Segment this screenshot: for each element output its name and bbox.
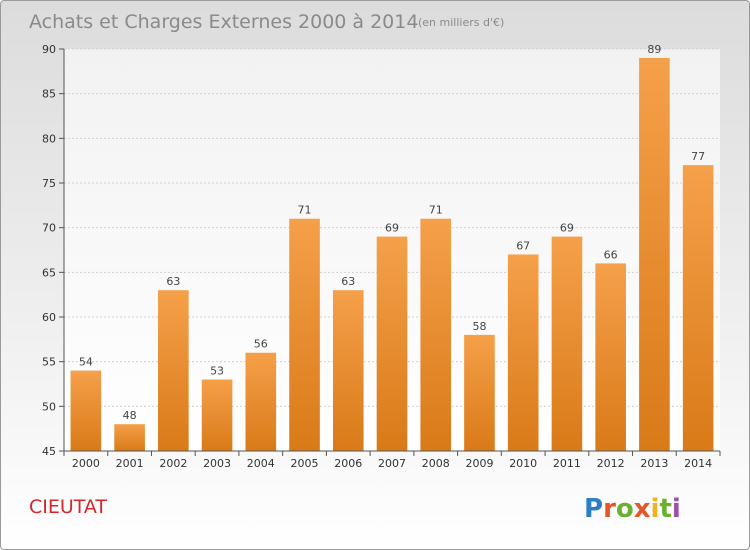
x-tick-label: 2004 — [247, 457, 275, 470]
x-axis: 2000 2001 2002 2003 2004 2005 2006 2007 2008 2009… — [63, 450, 721, 470]
x-tick-label: 2010 — [509, 457, 537, 470]
data-label: 56 — [254, 338, 268, 351]
chart-subtitle: (en milliers d'€) — [418, 16, 504, 29]
x-tick-label: 2008 — [422, 457, 450, 470]
y-tick-label: 50 — [42, 400, 56, 413]
data-label: 77 — [691, 150, 705, 163]
bar — [376, 236, 408, 451]
data-label: 63 — [341, 275, 355, 288]
y-tick-label: 65 — [42, 266, 56, 279]
logo-letter: o — [616, 494, 634, 524]
y-tick-label: 55 — [42, 356, 56, 369]
y-tick-label: 80 — [42, 132, 56, 145]
bar — [201, 379, 233, 451]
data-label: 69 — [385, 222, 399, 235]
bar — [639, 57, 670, 451]
x-tick-label: 2006 — [334, 457, 362, 470]
logo-letter: i — [651, 494, 660, 524]
bar — [420, 218, 452, 451]
y-axis: 45 50 55 60 65 70 75 80 85 90 — [42, 43, 65, 458]
bar — [507, 254, 539, 451]
data-label: 54 — [79, 356, 93, 369]
logo-letter: x — [634, 494, 651, 524]
bar — [595, 263, 626, 451]
data-label: 89 — [647, 43, 661, 56]
x-tick-label: 2013 — [640, 457, 668, 470]
bar — [332, 290, 364, 451]
data-label: 67 — [516, 239, 530, 252]
commune-name: CIEUTAT — [29, 496, 107, 518]
logo-letter: P — [584, 494, 603, 524]
y-tick-label: 45 — [42, 445, 56, 458]
x-tick-label: 2000 — [72, 457, 100, 470]
labels-layer: 54 48 63 53 56 71 63 69 71 58 67 69 66 89 77 — [79, 43, 705, 422]
logo-letter: i — [672, 494, 681, 524]
bar — [70, 370, 102, 451]
y-tick-label: 75 — [42, 177, 56, 190]
bar — [289, 218, 320, 451]
bars-layer — [70, 57, 714, 451]
data-label: 71 — [298, 204, 312, 217]
y-tick-label: 90 — [42, 43, 56, 56]
x-tick-label: 2009 — [465, 457, 493, 470]
x-tick-label: 2005 — [291, 457, 319, 470]
bar — [114, 424, 145, 451]
data-label: 53 — [210, 365, 224, 378]
data-label: 58 — [472, 320, 486, 333]
bar — [464, 334, 495, 451]
bar — [158, 290, 189, 451]
data-label: 63 — [166, 275, 180, 288]
x-tick-label: 2002 — [159, 457, 187, 470]
logo-letter: t — [659, 494, 671, 524]
chart-title: Achats et Charges Externes 2000 à 2014 — [29, 11, 418, 33]
y-tick-label: 70 — [42, 222, 56, 235]
y-tick-label: 60 — [42, 311, 56, 324]
bar — [245, 352, 277, 451]
x-tick-label: 2011 — [553, 457, 581, 470]
data-label: 71 — [429, 204, 443, 217]
x-tick-label: 2012 — [597, 457, 625, 470]
data-label: 48 — [123, 409, 137, 422]
y-tick-label: 85 — [42, 88, 56, 101]
logo-letter: r — [603, 494, 616, 524]
x-tick-label: 2007 — [378, 457, 406, 470]
x-tick-label: 2001 — [116, 457, 144, 470]
data-label: 69 — [560, 222, 574, 235]
x-tick-label: 2014 — [684, 457, 712, 470]
x-tick-label: 2003 — [203, 457, 231, 470]
bar — [551, 236, 583, 451]
data-label: 66 — [604, 248, 618, 261]
bar — [682, 165, 714, 451]
proxiti-logo: Proxiti — [584, 494, 681, 524]
